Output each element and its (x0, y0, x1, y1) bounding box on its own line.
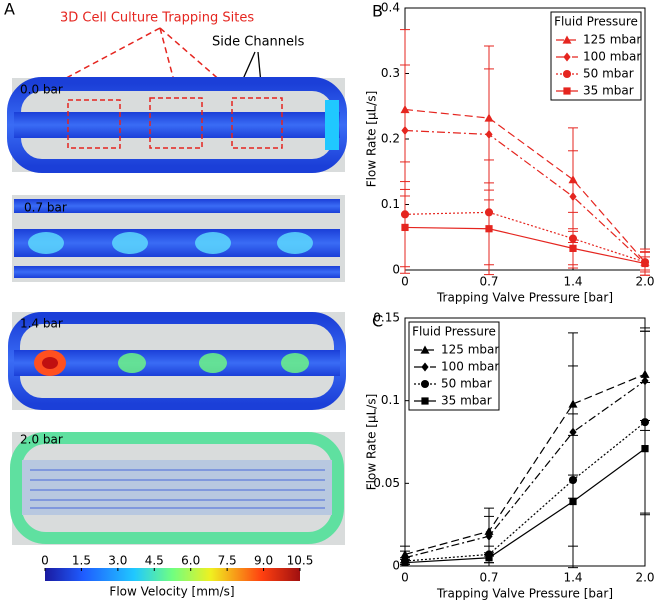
panel-label: B (372, 2, 383, 21)
y-tick-label: 0.2 (381, 132, 400, 146)
marker (485, 531, 493, 541)
marker (401, 223, 409, 232)
marker (562, 69, 572, 79)
colorbar-tick-label: 0 (41, 554, 49, 568)
colorbar (45, 568, 300, 581)
legend-label: 100 mbar (441, 360, 499, 374)
legend-label: 50 mbar (441, 377, 492, 391)
marker (563, 52, 571, 62)
x-tick-label: 2.0 (635, 571, 654, 585)
colorbar-tick-label: 6.0 (181, 554, 200, 568)
y-tick-label: 0 (392, 263, 400, 277)
colorbar-tick-label: 9.0 (254, 554, 273, 568)
annotation: Side Channels (212, 35, 305, 50)
colorbar-tick-label: 7.5 (218, 554, 237, 568)
series-line (404, 108, 646, 263)
series-line (404, 129, 646, 264)
colorbar-label: Flow Velocity [mm/s] (109, 585, 234, 599)
y-tick-label: 0.1 (381, 393, 400, 407)
y-axis-label: Flow Rate [µL/s] (365, 91, 379, 188)
simulation-image (10, 432, 345, 545)
x-axis-label: Trapping Valve Pressure [bar] (436, 587, 613, 601)
marker (485, 129, 493, 139)
legend-label: 35 mbar (583, 84, 634, 98)
marker (401, 559, 409, 567)
y-axis-label: Flow Rate [µL/s] (365, 394, 379, 491)
marker (641, 259, 649, 268)
x-tick-label: 1.4 (563, 275, 582, 289)
legend-label: 125 mbar (441, 343, 499, 357)
marker (569, 192, 577, 202)
series-line (404, 373, 646, 556)
y-tick-label: 0.4 (381, 1, 400, 15)
series-line (404, 226, 646, 265)
marker (401, 125, 409, 135)
colorbar-tick-label: 1.5 (72, 554, 91, 568)
colorbar-tick-label: 3.0 (108, 554, 127, 568)
legend-label: 35 mbar (441, 394, 492, 408)
series-line (404, 421, 646, 562)
marker (421, 362, 429, 372)
marker (420, 379, 430, 389)
image-label: 0.7 bar (24, 201, 67, 215)
image-label: 2.0 bar (20, 433, 63, 447)
series-line (404, 380, 646, 559)
colorbar-tick-label: 10.5 (287, 554, 314, 568)
marker (569, 244, 577, 252)
simulation-image (12, 195, 345, 282)
legend-label: 50 mbar (583, 67, 634, 81)
marker (569, 497, 577, 506)
y-tick-label: 0 (392, 559, 400, 573)
legend-label: 125 mbar (583, 33, 641, 47)
marker (421, 397, 429, 405)
x-tick-label: 0 (401, 275, 409, 289)
x-axis-label: Trapping Valve Pressure [bar] (436, 291, 613, 305)
marker (485, 554, 493, 562)
colorbar-tick-label: 4.5 (145, 554, 164, 568)
marker (641, 445, 649, 453)
x-tick-label: 2.0 (635, 275, 654, 289)
series-line (404, 211, 646, 263)
simulation-image (7, 77, 347, 173)
x-tick-label: 1.4 (563, 571, 582, 585)
x-tick-label: 0 (401, 571, 409, 585)
marker (485, 225, 493, 233)
image-label: 0.0 bar (20, 83, 63, 97)
y-tick-label: 0.05 (373, 476, 400, 490)
marker (562, 35, 572, 44)
panel-label: A (4, 0, 15, 19)
legend-title: Fluid Pressure (412, 325, 496, 339)
simulation-image (8, 312, 346, 410)
series-line (404, 448, 646, 564)
image-label: 1.4 bar (20, 317, 63, 331)
legend-label: 100 mbar (583, 50, 641, 64)
legend-title: Fluid Pressure (554, 15, 638, 29)
x-tick-label: 0.7 (479, 275, 498, 289)
marker (420, 345, 430, 354)
y-tick-label: 0.3 (381, 66, 400, 80)
y-tick-label: 0.1 (381, 197, 400, 211)
panel-label: C (372, 312, 383, 331)
marker (563, 87, 571, 95)
annotation: 3D Cell Culture Trapping Sites (60, 11, 254, 26)
y-tick-label: 0.15 (373, 311, 400, 325)
x-tick-label: 0.7 (479, 571, 498, 585)
